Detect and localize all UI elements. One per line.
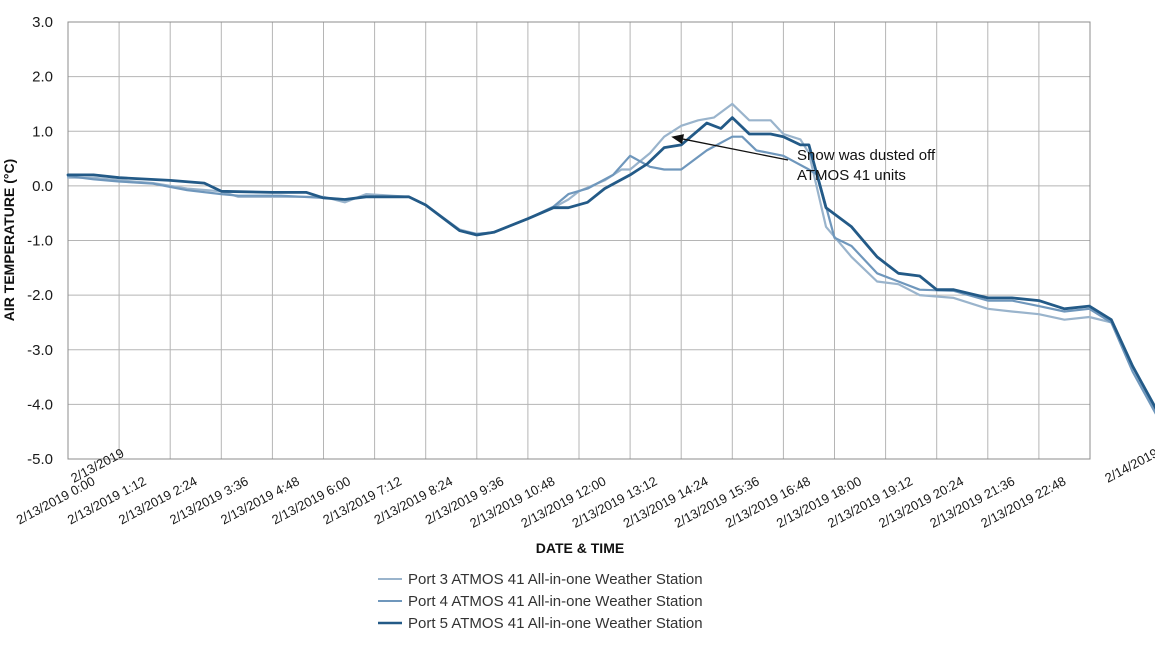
- series-line-port4: [66, 135, 1155, 415]
- x-tick-label: 2/13/2019 19:12: [825, 473, 915, 530]
- x-tick-label: 2/13/2019 22:48: [978, 473, 1068, 530]
- legend-label-port5: Port 5 ATMOS 41 All-in-one Weather Stati…: [408, 615, 703, 632]
- y-tick-label: -3.0: [27, 342, 53, 359]
- annotation-line-2: ATMOS 41 units: [797, 167, 906, 184]
- x-tick-label: 2/13/2019 16:48: [723, 473, 813, 530]
- x-axis-title: DATE & TIME: [536, 540, 624, 556]
- x-tick-label: 2/13/2019 13:12: [569, 473, 659, 530]
- annotation-arrow: [682, 138, 789, 161]
- y-tick-label: 2.0: [32, 69, 53, 86]
- annotation-line-1: Snow was dusted off: [797, 147, 936, 164]
- grid-lines: [68, 22, 1090, 459]
- x-tick-label: 2/13/2019 20:24: [876, 473, 966, 530]
- y-tick-label: -4.0: [27, 396, 53, 413]
- y-tick-label: -1.0: [27, 233, 53, 250]
- annotation-arrowhead: [671, 134, 685, 144]
- legend: Port 3 ATMOS 41 All-in-one Weather Stati…: [378, 571, 703, 632]
- y-tick-label: 0.0: [32, 178, 53, 195]
- x-tick-label: 2/13/2019 14:24: [621, 473, 711, 530]
- annotation: Snow was dusted off ATMOS 41 units: [671, 134, 936, 184]
- x-tick-label: 2/13/2019 18:00: [774, 473, 864, 530]
- x-tick-label: 2/13/2019 21:36: [927, 473, 1017, 530]
- x-tick-label: 2/13/2019 12:00: [518, 473, 608, 530]
- plot-frame: [67, 21, 1091, 460]
- legend-label-port4: Port 4 ATMOS 41 All-in-one Weather Stati…: [408, 593, 703, 610]
- y-axis-title: AIR TEMPERATURE (°C): [1, 159, 17, 321]
- x-tick-label: 2/13/2019 10:48: [467, 473, 557, 530]
- y-tick-label: -2.0: [27, 287, 53, 304]
- y-tick-label: -5.0: [27, 451, 53, 468]
- legend-label-port3: Port 3 ATMOS 41 All-in-one Weather Stati…: [408, 571, 703, 588]
- x-tick-label: 2/14/2019: [1102, 445, 1155, 485]
- x-tick-label: 2/13/2019 15:36: [672, 473, 762, 530]
- series-line-port3: [66, 102, 1155, 412]
- series-line-port5: [66, 116, 1155, 410]
- y-tick-label: 3.0: [32, 14, 53, 31]
- series-lines: [66, 102, 1155, 415]
- y-tick-label: 1.0: [32, 123, 53, 140]
- y-tick-labels: 3.0 2.0 1.0 0.0 -1.0 -2.0 -3.0 -4.0 -5.0: [27, 14, 53, 468]
